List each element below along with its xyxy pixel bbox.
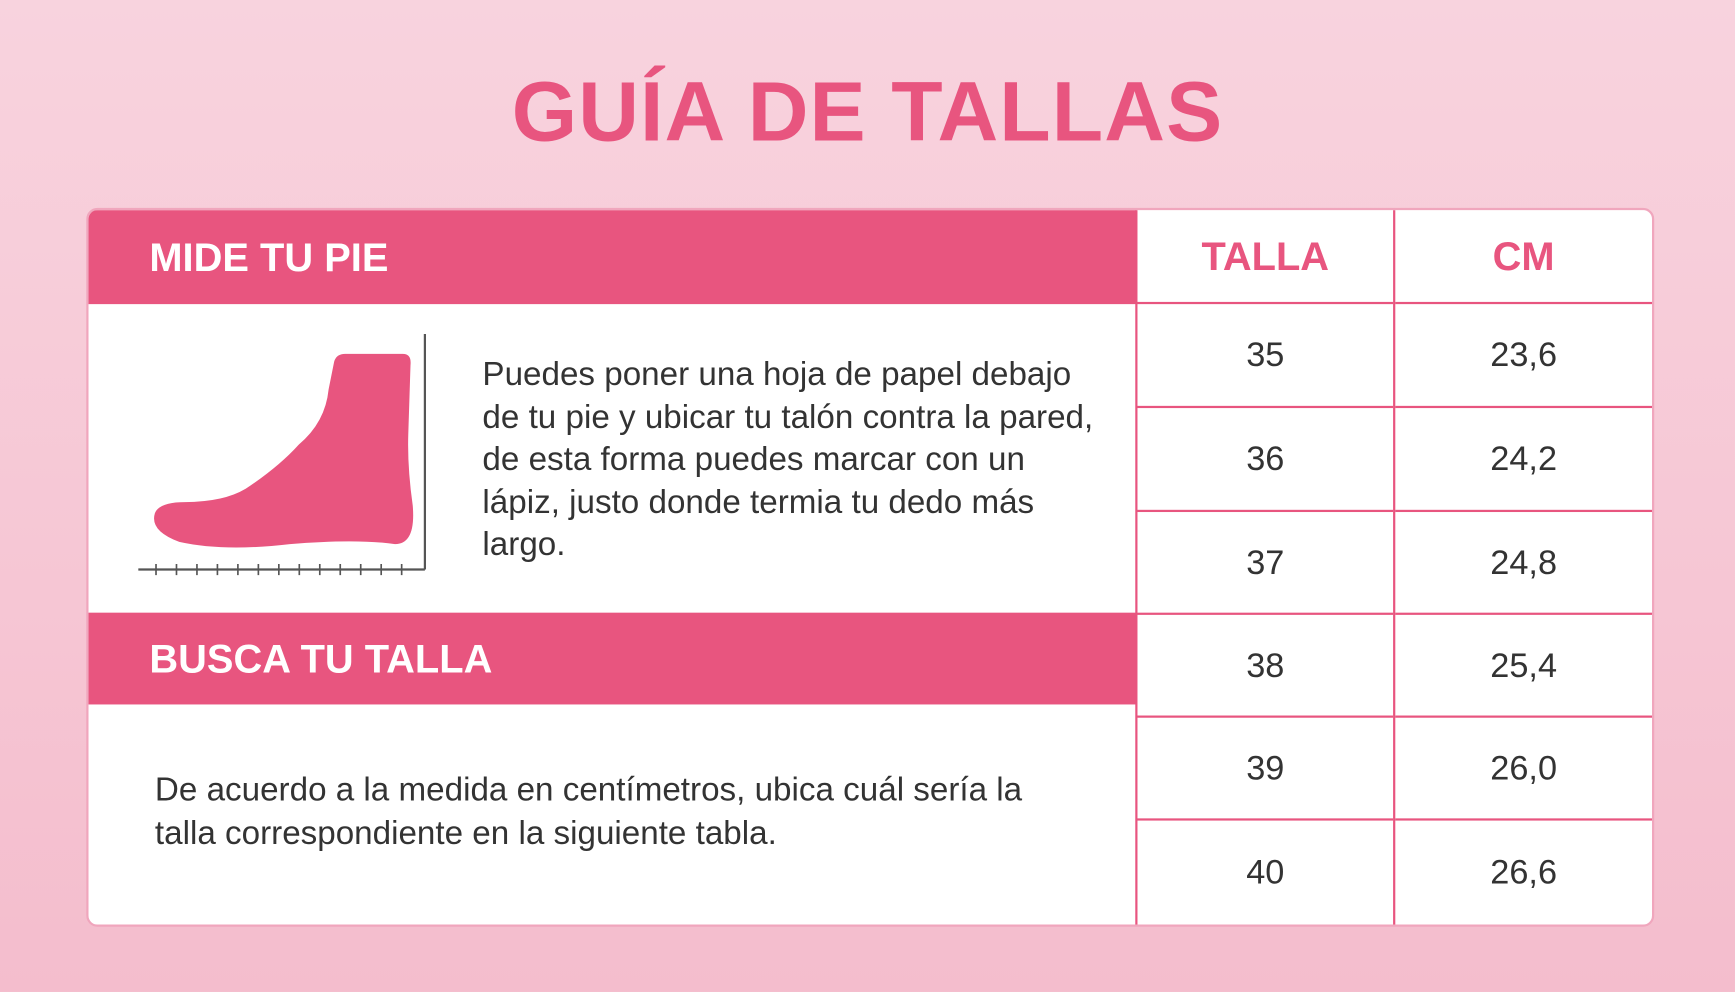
column-divider <box>1135 210 1138 925</box>
page-title: GUÍA DE TALLAS <box>511 65 1224 160</box>
cm-cell: 26,6 <box>1490 852 1558 892</box>
talla-cell: 38 <box>1137 615 1394 718</box>
cm-cell: 24,2 <box>1395 408 1653 513</box>
talla-cell: 36 <box>1137 408 1394 513</box>
cm-cell: 24,8 <box>1395 512 1653 615</box>
header-talla: TALLA <box>1137 210 1394 305</box>
cm-cell: 26,0 <box>1395 718 1653 821</box>
size-guide-panel: MIDE TU PIE Puedes poner una hoja de pap… <box>86 207 1655 927</box>
cm-cell: 25,4 <box>1395 615 1653 718</box>
talla-cell: 40 <box>1246 852 1285 892</box>
header-cm: CM <box>1395 210 1653 305</box>
measure-instructions: Puedes poner una hoja de papel debajo de… <box>482 356 1094 563</box>
cm-cell: 23,6 <box>1395 304 1653 409</box>
talla-cell: 39 <box>1137 718 1394 821</box>
find-heading: BUSCA TU TALLA <box>88 612 1137 705</box>
measure-heading: MIDE TU PIE <box>88 210 1137 305</box>
column-divider <box>1393 210 1396 925</box>
foot-measure-icon <box>138 333 427 576</box>
talla-cell: 37 <box>1137 512 1394 615</box>
find-instructions: De acuerdo a la medida en centímetros, u… <box>154 771 1023 851</box>
talla-cell: 35 <box>1137 304 1394 409</box>
